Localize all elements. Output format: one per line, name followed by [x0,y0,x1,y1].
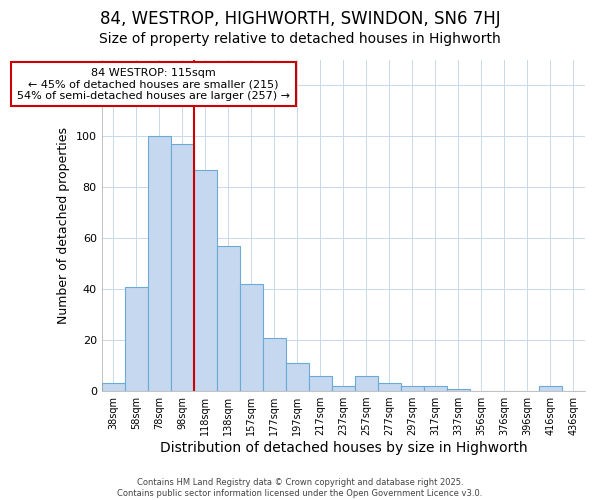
Bar [194,170,217,391]
Bar [101,384,125,391]
Y-axis label: Number of detached properties: Number of detached properties [57,127,70,324]
Text: 84 WESTROP: 115sqm
← 45% of detached houses are smaller (215)
54% of semi-detach: 84 WESTROP: 115sqm ← 45% of detached hou… [17,68,290,101]
Bar [217,246,240,391]
Bar [148,136,171,391]
X-axis label: Distribution of detached houses by size in Highworth: Distribution of detached houses by size … [160,441,527,455]
Text: 84, WESTROP, HIGHWORTH, SWINDON, SN6 7HJ: 84, WESTROP, HIGHWORTH, SWINDON, SN6 7HJ [100,10,500,28]
Bar [263,338,286,391]
Bar [286,363,309,391]
Bar [401,386,424,391]
Text: Contains HM Land Registry data © Crown copyright and database right 2025.
Contai: Contains HM Land Registry data © Crown c… [118,478,482,498]
Bar [240,284,263,391]
Bar [171,144,194,391]
Bar [447,388,470,391]
Bar [378,384,401,391]
Bar [355,376,378,391]
Bar [309,376,332,391]
Bar [125,286,148,391]
Text: Size of property relative to detached houses in Highworth: Size of property relative to detached ho… [99,32,501,46]
Bar [424,386,447,391]
Bar [332,386,355,391]
Bar [539,386,562,391]
